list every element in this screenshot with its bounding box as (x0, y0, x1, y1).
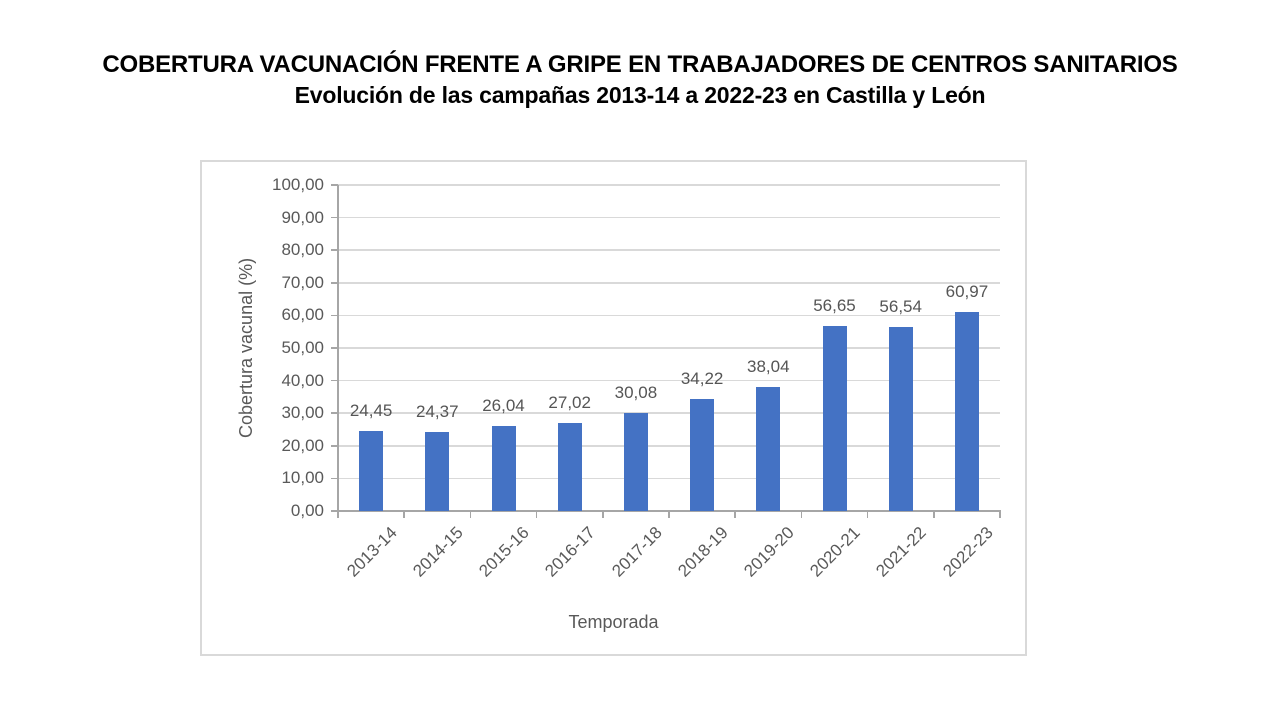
bar (888, 326, 913, 511)
gridline (338, 282, 1000, 284)
bar (425, 431, 450, 511)
x-tick-label: 2015-16 (475, 523, 533, 581)
y-tick-mark (331, 249, 338, 251)
x-tick-mark (403, 511, 405, 518)
x-tick-label: 2013-14 (342, 523, 401, 581)
gridline (338, 445, 1000, 447)
bar (359, 431, 384, 511)
y-tick-mark (331, 477, 338, 480)
x-tick-mark (734, 511, 736, 518)
y-tick-label: 30,00 (281, 403, 324, 423)
y-tick-label: 20,00 (281, 435, 324, 455)
gridline (338, 347, 1000, 349)
y-tick-label: 80,00 (281, 240, 324, 260)
bar-value-label: 56,54 (879, 296, 922, 316)
chart-title-line1: COBERTURA VACUNACIÓN FRENTE A GRIPE EN T… (102, 51, 1178, 78)
bar-value-label: 27,02 (548, 392, 591, 412)
y-tick-label: 0,00 (290, 501, 324, 520)
y-tick-mark (331, 412, 338, 414)
gridline (338, 314, 1000, 317)
bar (822, 326, 847, 511)
x-tick-label: 2018-19 (673, 523, 732, 581)
x-tick-mark (602, 511, 604, 518)
y-axis-line (337, 185, 339, 512)
x-tick-label: 2021-22 (872, 523, 931, 581)
bar (557, 422, 582, 511)
chart-frame: Cobertura vacunal (%) 24,45 2013-14 24,37 2… (200, 160, 1027, 656)
gridline (338, 249, 1000, 251)
plot-area: 24,45 2013-14 24,37 2014-15 26,04 2015-16 27,0… (331, 184, 1001, 581)
bar-value-label: 26,04 (482, 396, 525, 416)
x-tick-label: 2014-15 (409, 523, 467, 581)
gridline (338, 379, 1000, 382)
x-tick-label: 2020-21 (806, 523, 864, 581)
bar-value-label: 60,97 (945, 282, 989, 302)
y-tick-mark (331, 184, 338, 186)
y-tick-label: 60,00 (281, 305, 324, 325)
y-tick-label: 40,00 (281, 370, 324, 390)
y-tick-label: 50,00 (281, 338, 324, 357)
x-tick-label: 2017-18 (607, 523, 666, 581)
x-tick-label: 2016-17 (541, 523, 600, 581)
y-tick-mark (331, 510, 338, 512)
x-tick-mark (469, 511, 472, 518)
x-tick-mark (866, 511, 869, 518)
x-tick-mark (535, 511, 538, 518)
gridline (338, 412, 1000, 414)
y-tick-mark (331, 379, 338, 382)
bar (954, 312, 979, 511)
bar-value-label: 24,45 (349, 401, 393, 421)
y-tick-label: 100,00 (272, 175, 324, 194)
x-tick-mark (337, 511, 339, 518)
y-tick-mark (331, 445, 338, 447)
y-tick-mark (331, 347, 338, 349)
bar (756, 386, 781, 511)
bar-value-label: 34,22 (680, 369, 724, 389)
x-tick-mark (668, 511, 670, 518)
y-tick-label: 90,00 (281, 207, 324, 227)
y-tick-mark (331, 216, 338, 219)
x-tick-label: 2019-20 (740, 523, 798, 581)
bar (623, 412, 648, 511)
x-tick-label: 2022-23 (938, 523, 997, 581)
bar-value-label: 38,04 (747, 356, 790, 376)
bar-value-label: 30,08 (614, 382, 658, 402)
bar (690, 399, 715, 511)
x-tick-mark (800, 511, 803, 518)
y-tick-label: 70,00 (281, 272, 324, 292)
y-tick-mark (331, 314, 338, 317)
chart-title-line2: Evolución de las campañas 2013-14 a 2022… (294, 82, 986, 108)
y-tick-mark (331, 282, 338, 284)
gridline (338, 477, 1000, 480)
x-tick-mark (933, 511, 935, 518)
gridline (338, 216, 1000, 219)
bar-value-label: 56,65 (813, 296, 856, 316)
x-tick-mark (999, 511, 1001, 518)
bar-value-label: 24,37 (416, 401, 459, 421)
x-axis-title: Temporada (568, 612, 659, 632)
bar (491, 426, 516, 511)
gridline (338, 184, 1000, 186)
y-tick-label: 10,00 (281, 468, 324, 488)
title-block: COBERTURA VACUNACIÓN FRENTE A GRIPE EN T… (0, 49, 1280, 111)
